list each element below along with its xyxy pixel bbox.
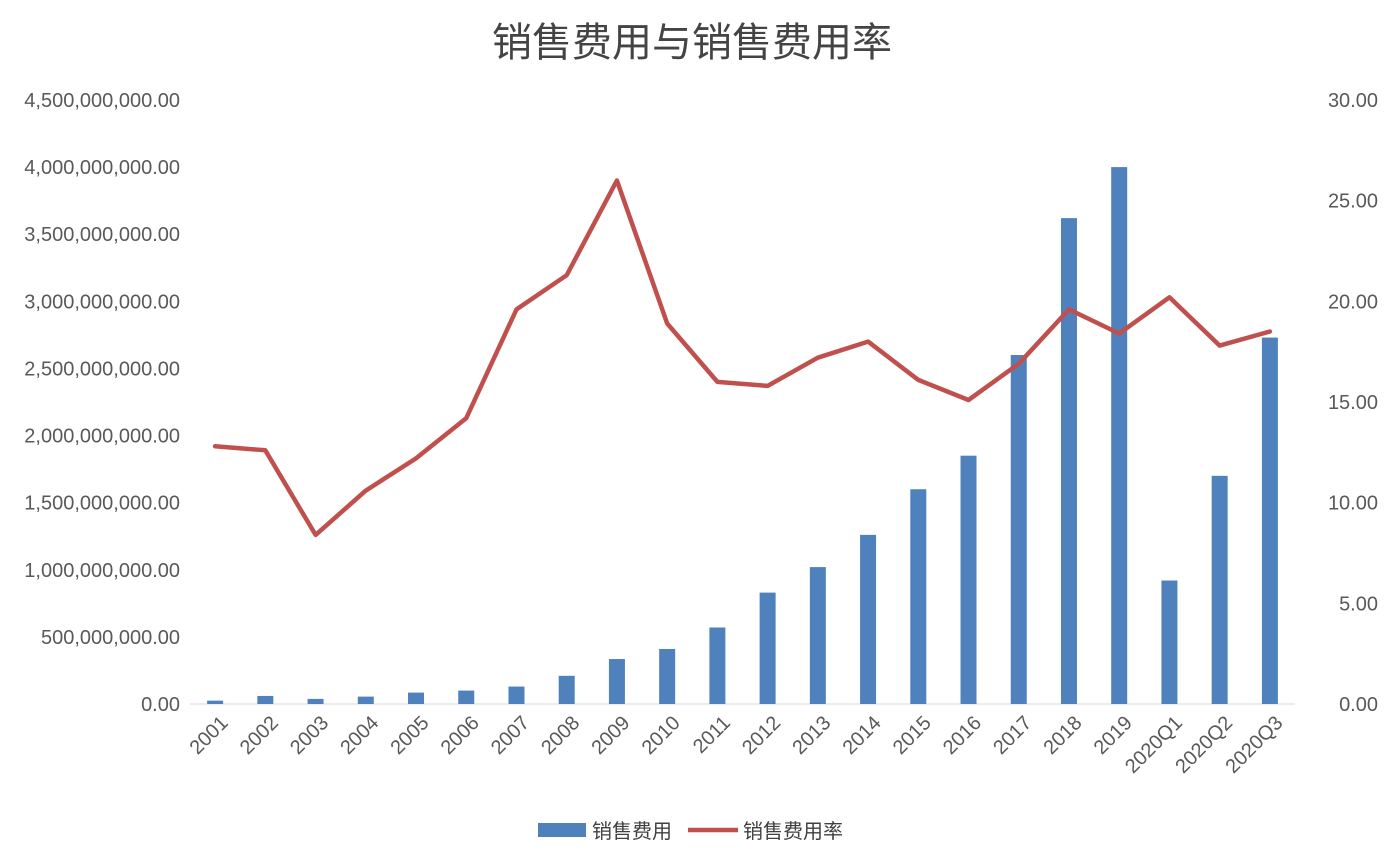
right-axis: 0.00 5.00 10.00 15.00 20.00 25.00 30.00 (1328, 90, 1378, 716)
bar (357, 696, 374, 704)
y-right-tick-label: 25.00 (1328, 191, 1378, 213)
y-left-tick-label: 4,000,000,000.00 (24, 157, 180, 179)
y-right-tick-label: 0.00 (1339, 694, 1378, 716)
x-tick-label: 2004 (336, 712, 383, 759)
left-axis: 0.00 500,000,000.00 1,000,000,000.00 1,500,… (24, 90, 180, 716)
line-series (212, 178, 1273, 538)
bar (558, 675, 575, 704)
x-tick-label: 2002 (236, 712, 283, 759)
bar (860, 534, 877, 704)
legend-label-sales-expense: 销售费用 (592, 819, 672, 843)
bar (1161, 580, 1178, 704)
rate-line (212, 178, 1273, 538)
legend: 销售费用 销售费用率 (538, 819, 843, 843)
bar (458, 690, 475, 704)
bar (207, 700, 224, 704)
bar (1111, 167, 1128, 705)
x-tick-label: 2017 (989, 712, 1036, 759)
bar (1060, 218, 1077, 705)
x-tick-label: 2006 (437, 712, 484, 759)
y-left-tick-label: 1,000,000,000.00 (24, 560, 180, 582)
y-left-tick-label: 0.00 (141, 694, 180, 716)
x-tick-label: 2010 (638, 712, 685, 759)
x-tick-label: 2009 (587, 712, 634, 759)
x-tick-label: 2016 (939, 712, 986, 759)
bar (1211, 475, 1228, 704)
y-left-tick-label: 4,500,000,000.00 (24, 90, 180, 112)
x-tick-label: 2013 (788, 712, 835, 759)
bar (1261, 337, 1278, 704)
x-tick-label: 2015 (889, 712, 936, 759)
y-left-tick-label: 3,000,000,000.00 (24, 291, 180, 313)
x-axis: 2001 2002 2003 2004 2005 2006 2007 2008 2009 2010… (186, 712, 1288, 778)
bar (307, 698, 324, 704)
x-tick-label: 2005 (387, 712, 434, 759)
bar-series (207, 167, 1278, 705)
legend-label-sales-expense-rate: 销售费用率 (743, 819, 843, 843)
bar (1010, 355, 1027, 704)
bar (659, 648, 676, 704)
x-tick-label: 2018 (1039, 712, 1086, 759)
x-tick-label: 2001 (186, 712, 233, 759)
legend-bar-swatch (538, 823, 586, 837)
y-right-tick-label: 20.00 (1328, 291, 1378, 313)
chart-title: 销售费用与销售费用率 (492, 20, 892, 66)
y-right-tick-label: 5.00 (1339, 593, 1378, 615)
y-right-tick-label: 30.00 (1328, 90, 1378, 112)
bar (257, 695, 274, 704)
bar (809, 567, 826, 704)
bar (759, 592, 776, 704)
bar (960, 455, 977, 704)
x-tick-label: 2007 (487, 712, 534, 759)
bar (608, 659, 625, 704)
x-tick-label: 2003 (286, 712, 333, 759)
x-tick-label: 2019 (1090, 712, 1137, 759)
bar (910, 489, 927, 704)
y-right-tick-label: 15.00 (1328, 392, 1378, 414)
bar (508, 686, 525, 704)
x-tick-label: 2012 (738, 712, 785, 759)
x-tick-label: 2014 (839, 712, 886, 759)
bar (709, 627, 726, 704)
y-left-tick-label: 500,000,000.00 (41, 627, 180, 649)
y-left-tick-label: 3,500,000,000.00 (24, 224, 180, 246)
x-tick-label: 2011 (689, 712, 735, 758)
y-left-tick-label: 2,500,000,000.00 (24, 358, 180, 380)
y-left-tick-label: 1,500,000,000.00 (24, 493, 180, 515)
bar (408, 692, 425, 704)
x-tick-label: 2008 (537, 712, 584, 759)
y-left-tick-label: 2,000,000,000.00 (24, 426, 180, 448)
y-right-tick-label: 10.00 (1328, 493, 1378, 515)
